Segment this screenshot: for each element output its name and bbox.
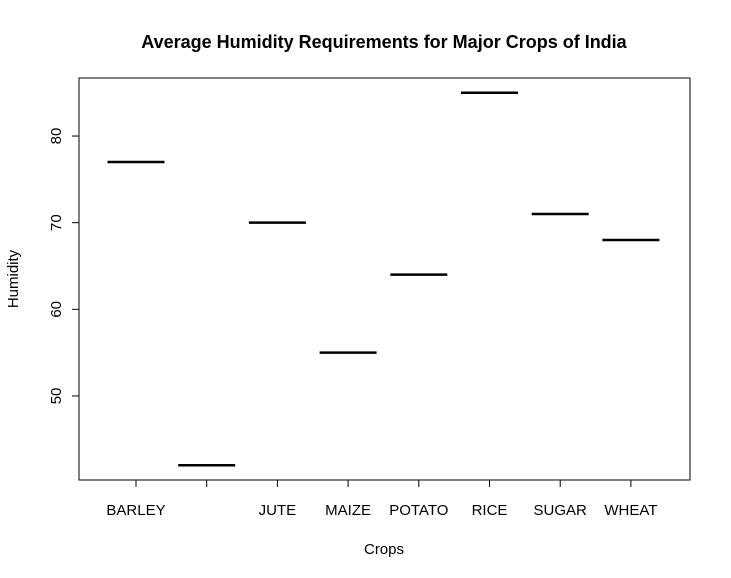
data-marks	[107, 91, 660, 467]
x-tick-label: WHEAT	[604, 502, 657, 519]
y-tick-label: 60	[48, 301, 65, 318]
x-tick-label: SUGAR	[534, 502, 588, 519]
y-tick-label: 50	[48, 388, 65, 405]
x-tick-label: MAIZE	[325, 502, 371, 519]
x-axis: BARLEY JUTE MAIZE POTATO RICE SUGAR WHEAT	[106, 480, 657, 519]
plot-frame	[78, 77, 691, 481]
x-tick-label: POTATO	[389, 502, 448, 519]
y-tick-label: 70	[48, 214, 65, 231]
x-tick-label: JUTE	[259, 502, 297, 519]
x-tick-label: BARLEY	[106, 502, 165, 519]
y-tick-label: 80	[48, 128, 65, 145]
x-axis-label: Crops	[364, 541, 404, 558]
y-axis: 50 60 70 80	[48, 128, 79, 405]
y-axis-label: Humidity	[5, 249, 22, 308]
x-tick-label: RICE	[472, 502, 508, 519]
chart-title: Average Humidity Requirements for Major …	[141, 32, 627, 52]
